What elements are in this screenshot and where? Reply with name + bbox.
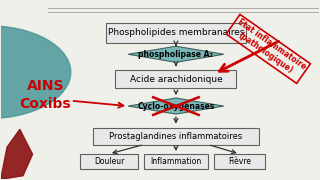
Text: Prostaglandines inflammatoires: Prostaglandines inflammatoires (109, 132, 243, 141)
Text: Coxibs: Coxibs (20, 97, 71, 111)
FancyBboxPatch shape (80, 154, 138, 169)
Polygon shape (128, 46, 224, 62)
Text: Etat inflammatoire
(pathologique): Etat inflammatoire (pathologique) (229, 18, 307, 80)
FancyBboxPatch shape (214, 154, 265, 169)
Text: Cyclo-oxygénases: Cyclo-oxygénases (137, 101, 215, 111)
Text: Inflammation: Inflammation (150, 157, 202, 166)
Text: phospholipase A₂: phospholipase A₂ (139, 50, 213, 59)
FancyBboxPatch shape (93, 127, 259, 145)
Text: Fièvre: Fièvre (228, 157, 251, 166)
FancyBboxPatch shape (106, 23, 246, 43)
Text: AINS: AINS (27, 79, 64, 93)
FancyBboxPatch shape (144, 154, 208, 169)
Polygon shape (1, 129, 33, 179)
FancyBboxPatch shape (116, 70, 236, 88)
Circle shape (0, 26, 71, 119)
Text: Douleur: Douleur (94, 157, 124, 166)
Polygon shape (128, 98, 224, 114)
Text: Phospholipides membranaires: Phospholipides membranaires (108, 28, 244, 37)
Text: Acide arachidonique: Acide arachidonique (130, 75, 222, 84)
